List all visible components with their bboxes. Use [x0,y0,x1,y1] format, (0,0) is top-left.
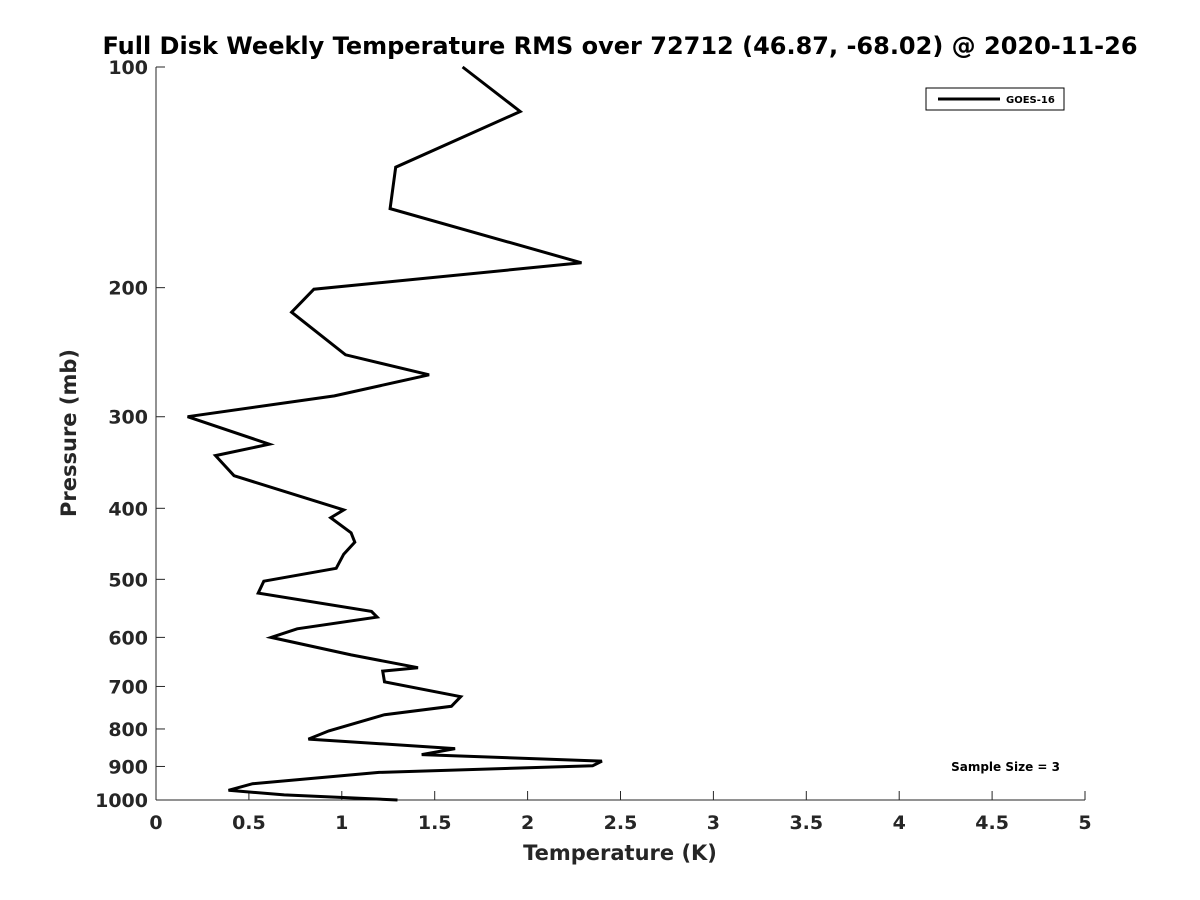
y-tick-label: 800 [108,719,148,741]
y-ticks: 100 200 300 400 500 600 700 800 900 1000 [95,57,165,812]
x-ticks: 0 0.5 1 1.5 2 2.5 3 3.5 4 4.5 5 [149,791,1092,834]
plot-area [156,67,1085,800]
y-tick-label: 1000 [95,790,148,812]
x-tick-label: 0 [149,812,162,834]
x-tick-label: 4 [893,812,906,834]
y-tick-label: 200 [108,278,148,300]
y-tick-label: 700 [108,676,148,698]
x-tick-label: 1 [335,812,348,834]
x-tick-label: 5 [1078,812,1091,834]
x-tick-label: 2.5 [604,812,638,834]
series-layer [187,65,603,802]
y-tick-label: 500 [108,569,148,591]
y-tick-label: 100 [108,57,148,79]
x-tick-label: 2 [521,812,534,834]
series-line [187,65,603,802]
x-tick-label: 4.5 [975,812,1009,834]
x-tick-label: 1.5 [418,812,452,834]
x-axis-label: Temperature (K) [523,841,717,865]
y-tick-label: 900 [108,756,148,778]
y-tick-label: 300 [108,407,148,429]
y-tick-label: 600 [108,627,148,649]
x-tick-label: 3.5 [789,812,823,834]
legend: GOES-16 [925,87,1065,111]
y-tick-label: 400 [108,498,148,520]
chart-title: Full Disk Weekly Temperature RMS over 72… [102,32,1137,60]
x-tick-label: 3 [707,812,720,834]
x-tick-label: 0.5 [232,812,266,834]
legend-label: GOES-16 [1006,95,1055,106]
sample-size-annotation: Sample Size = 3 [951,760,1060,774]
y-axis-label: Pressure (mb) [57,349,81,517]
